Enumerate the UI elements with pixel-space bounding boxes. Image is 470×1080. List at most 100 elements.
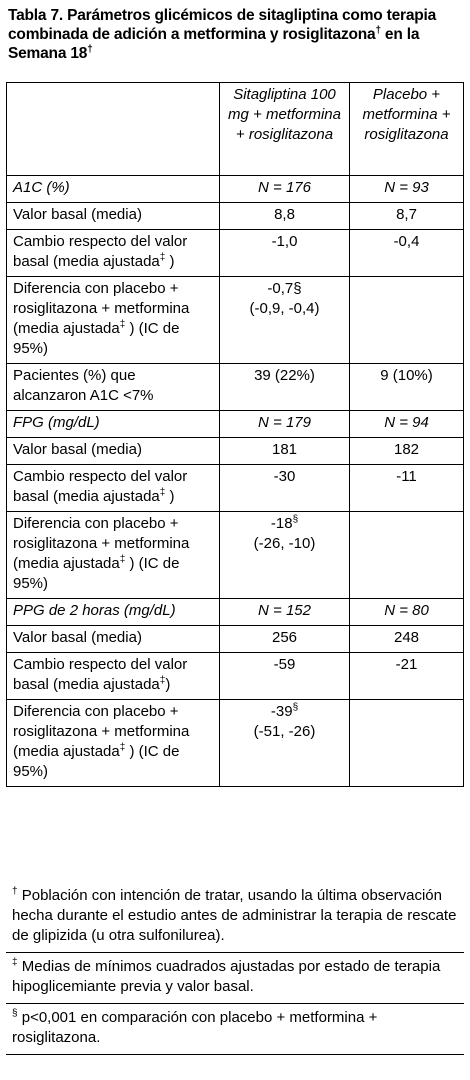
value-main: 256 bbox=[271, 629, 298, 646]
footnote: † Población con intención de tratar, usa… bbox=[6, 886, 464, 953]
value-placebo: 9 (10%) bbox=[349, 363, 464, 411]
value-ci: (-51, -26) bbox=[253, 723, 316, 740]
value-placebo: 182 bbox=[349, 437, 464, 465]
table-row: Cambio respecto del valor basal (media a… bbox=[6, 229, 464, 277]
row-label: Diferencia con placebo + rosiglitazona +… bbox=[6, 699, 220, 787]
row-label-text: Diferencia con placebo + rosiglitazona +… bbox=[13, 703, 190, 760]
value-ci: (-26, -10) bbox=[253, 535, 316, 552]
footnote-text: Población con intención de tratar, usand… bbox=[12, 887, 457, 944]
row-label-footnote-mark: ‡ bbox=[119, 554, 126, 565]
header-row: Sitagliptina 100 mg + metformina + rosig… bbox=[6, 82, 464, 176]
row-label-tail: ) bbox=[165, 488, 175, 505]
footnotes: † Población con intención de tratar, usa… bbox=[6, 886, 464, 1055]
row-label: Valor basal (media) bbox=[6, 202, 220, 230]
section-n-placebo: N = 93 bbox=[349, 175, 464, 203]
value-sitagliptin: -18§ (-26, -10) bbox=[219, 511, 350, 599]
value-sitagliptin: -59 bbox=[219, 652, 350, 700]
section-header-row: PPG de 2 horas (mg/dL) N = 152 N = 80 bbox=[6, 598, 464, 626]
row-label: Pacientes (%) que alcanzaron A1C <7% bbox=[6, 363, 220, 411]
value-sitagliptin: 8,8 bbox=[219, 202, 350, 230]
table-row: Diferencia con placebo + rosiglitazona +… bbox=[6, 699, 464, 787]
row-label-text: Cambio respecto del valor basal (media a… bbox=[13, 656, 188, 693]
section-n-sitagliptin: N = 176 bbox=[219, 175, 350, 203]
value-placebo bbox=[349, 511, 464, 599]
value-main: -59 bbox=[273, 656, 296, 673]
row-label-text: Pacientes (%) que alcanzaron A1C <7% bbox=[13, 367, 154, 404]
row-label-footnote-mark: ‡ bbox=[159, 675, 166, 686]
footnote-text: Medias de mínimos cuadrados ajustadas po… bbox=[12, 958, 441, 995]
footnote: § p<0,001 en comparación con placebo + m… bbox=[6, 1004, 464, 1055]
row-label-text: Diferencia con placebo + rosiglitazona +… bbox=[13, 280, 190, 337]
row-label-tail: ) bbox=[165, 253, 175, 270]
section-label: FPG (mg/dL) bbox=[6, 410, 220, 438]
row-label-text: Valor basal (media) bbox=[13, 441, 142, 458]
table-row: Valor basal (media) 8,8 8,7 bbox=[6, 202, 464, 230]
row-label-tail: ) (IC de 95%) bbox=[13, 743, 180, 780]
value-placebo: 8,7 bbox=[349, 202, 464, 230]
section-n-placebo: N = 80 bbox=[349, 598, 464, 626]
value-placebo: -11 bbox=[349, 464, 464, 512]
section-header-row: A1C (%) N = 176 N = 93 bbox=[6, 175, 464, 203]
value-sitagliptin: 39 (22%) bbox=[219, 363, 350, 411]
row-label: Cambio respecto del valor basal (media a… bbox=[6, 464, 220, 512]
value-placebo: -21 bbox=[349, 652, 464, 700]
row-label-footnote-mark: ‡ bbox=[159, 252, 166, 263]
row-label-text: Cambio respecto del valor basal (media a… bbox=[13, 468, 188, 505]
value-main: -0,7§ bbox=[267, 280, 302, 297]
value-main: 181 bbox=[271, 441, 298, 458]
title-text-2: en la Semana 18 bbox=[8, 26, 420, 62]
table-row: Valor basal (media) 181 182 bbox=[6, 437, 464, 465]
header-sitagliptin: Sitagliptina 100 mg + metformina + rosig… bbox=[219, 82, 350, 176]
value-sitagliptin: -39§ (-51, -26) bbox=[219, 699, 350, 787]
row-label-footnote-mark: ‡ bbox=[119, 742, 126, 753]
table-row: Valor basal (media) 256 248 bbox=[6, 625, 464, 653]
row-label-text: Valor basal (media) bbox=[13, 629, 142, 646]
header-placebo: Placebo + metformina + rosiglitazona bbox=[349, 82, 464, 176]
footnote-mark: § bbox=[12, 1008, 18, 1019]
section-n-sitagliptin: N = 152 bbox=[219, 598, 350, 626]
title-dagger-2: † bbox=[87, 43, 93, 55]
value-main: -30 bbox=[273, 468, 296, 485]
row-label-footnote-mark: ‡ bbox=[159, 487, 166, 498]
footnote-mark: ‡ bbox=[12, 957, 18, 968]
value-placebo bbox=[349, 276, 464, 364]
table-row: Diferencia con placebo + rosiglitazona +… bbox=[6, 511, 464, 599]
table-row: Diferencia con placebo + rosiglitazona +… bbox=[6, 276, 464, 364]
row-label: Valor basal (media) bbox=[6, 437, 220, 465]
row-label-text: Valor basal (media) bbox=[13, 206, 142, 223]
section-label: PPG de 2 horas (mg/dL) bbox=[6, 598, 220, 626]
value-main: 8,8 bbox=[274, 206, 295, 223]
section-header-row: FPG (mg/dL) N = 179 N = 94 bbox=[6, 410, 464, 438]
glycemic-table: Sitagliptina 100 mg + metformina + rosig… bbox=[6, 82, 464, 787]
value-placebo bbox=[349, 699, 464, 787]
value-sitagliptin: 256 bbox=[219, 625, 350, 653]
footnote-mark: † bbox=[12, 886, 18, 897]
row-label: Diferencia con placebo + rosiglitazona +… bbox=[6, 511, 220, 599]
table-row: Cambio respecto del valor basal (media a… bbox=[6, 652, 464, 700]
table-title: Tabla 7. Parámetros glicémicos de sitagl… bbox=[8, 6, 463, 63]
value-sitagliptin: -1,0 bbox=[219, 229, 350, 277]
value-main: -1,0 bbox=[271, 233, 298, 250]
value-sitagliptin: -30 bbox=[219, 464, 350, 512]
value-footnote-mark: § bbox=[292, 702, 299, 713]
title-text: Tabla 7. Parámetros glicémicos de sitagl… bbox=[8, 7, 437, 43]
value-sitagliptin: 181 bbox=[219, 437, 350, 465]
value-main: -18 bbox=[270, 515, 293, 532]
section-n-placebo: N = 94 bbox=[349, 410, 464, 438]
row-label-text: Diferencia con placebo + rosiglitazona +… bbox=[13, 515, 190, 572]
value-ci: (-0,9, -0,4) bbox=[249, 300, 320, 317]
value-sitagliptin: -0,7§ (-0,9, -0,4) bbox=[219, 276, 350, 364]
header-empty-cell bbox=[6, 82, 220, 176]
value-placebo: 248 bbox=[349, 625, 464, 653]
row-label: Valor basal (media) bbox=[6, 625, 220, 653]
table-row: Cambio respecto del valor basal (media a… bbox=[6, 464, 464, 512]
row-label-tail: ) (IC de 95%) bbox=[13, 320, 180, 357]
value-main: 39 (22%) bbox=[254, 367, 315, 384]
table-row: Pacientes (%) que alcanzaron A1C <7% 39 (… bbox=[6, 363, 464, 411]
row-label: Cambio respecto del valor basal (media a… bbox=[6, 229, 220, 277]
footnote: ‡ Medias de mínimos cuadrados ajustadas … bbox=[6, 953, 464, 1004]
row-label: Diferencia con placebo + rosiglitazona +… bbox=[6, 276, 220, 364]
value-placebo: -0,4 bbox=[349, 229, 464, 277]
row-label-tail: ) bbox=[165, 676, 171, 693]
footnote-text: p<0,001 en comparación con placebo + met… bbox=[12, 1009, 378, 1046]
